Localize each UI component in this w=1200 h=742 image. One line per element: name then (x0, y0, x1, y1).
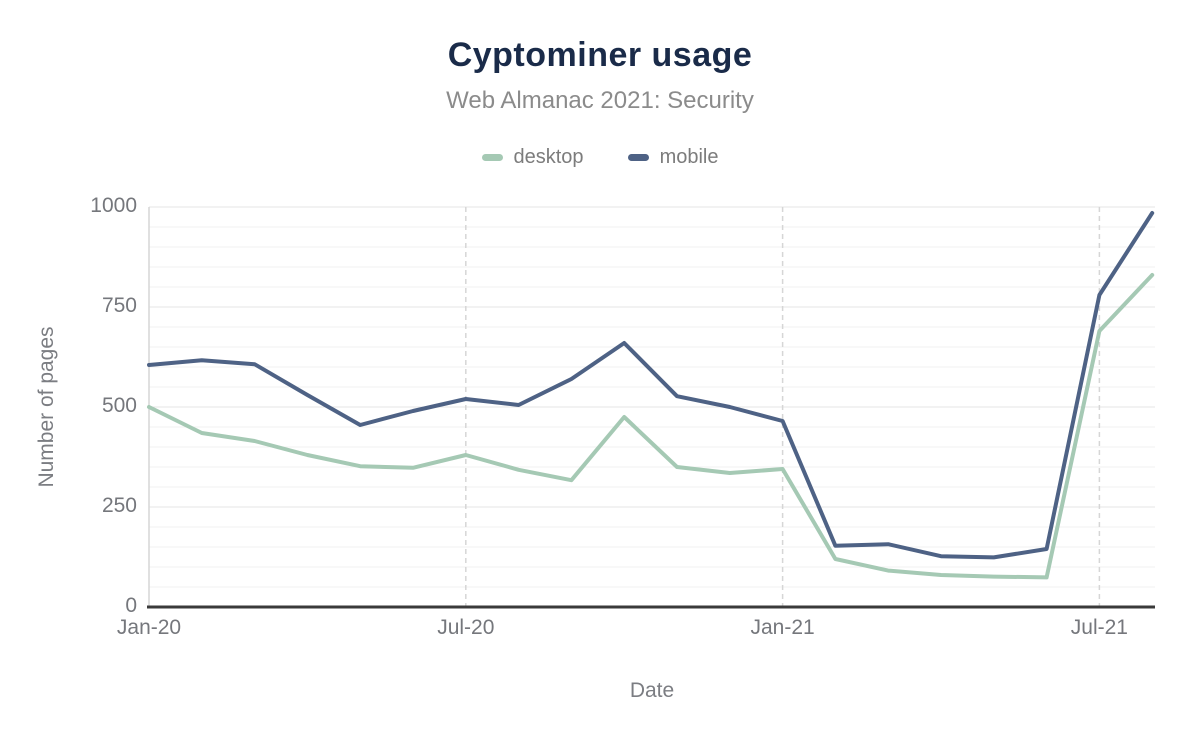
chart-title: Cyptominer usage (447, 36, 753, 74)
y-tick-label: 0 (125, 594, 137, 617)
x-tick-label: Jul-20 (437, 616, 495, 639)
x-tick-label: Jan-21 (750, 616, 815, 639)
y-tick-label: 500 (101, 394, 137, 417)
y-tick-label: 750 (101, 294, 137, 317)
legend: desktop mobile (0, 146, 1200, 169)
x-tick-label: Jul-21 (1070, 616, 1128, 639)
legend-label-mobile: mobile (659, 146, 719, 168)
y-tick-label: 250 (101, 494, 137, 517)
desktop-series-swatch-icon (481, 154, 503, 161)
legend-label-desktop: desktop (513, 146, 584, 168)
chart-subtitle: Web Almanac 2021: Security (446, 87, 754, 114)
y-tick-label: 1000 (90, 194, 137, 217)
mobile-series-swatch-icon (627, 154, 649, 161)
mobile-series-line (147, 211, 1155, 560)
desktop-series-line (147, 273, 1155, 580)
legend-item-desktop: desktop (481, 146, 584, 169)
x-axis-title: Date (629, 679, 675, 702)
x-tick-label: Jan-20 (116, 616, 182, 639)
legend-item-mobile: mobile (627, 146, 719, 169)
